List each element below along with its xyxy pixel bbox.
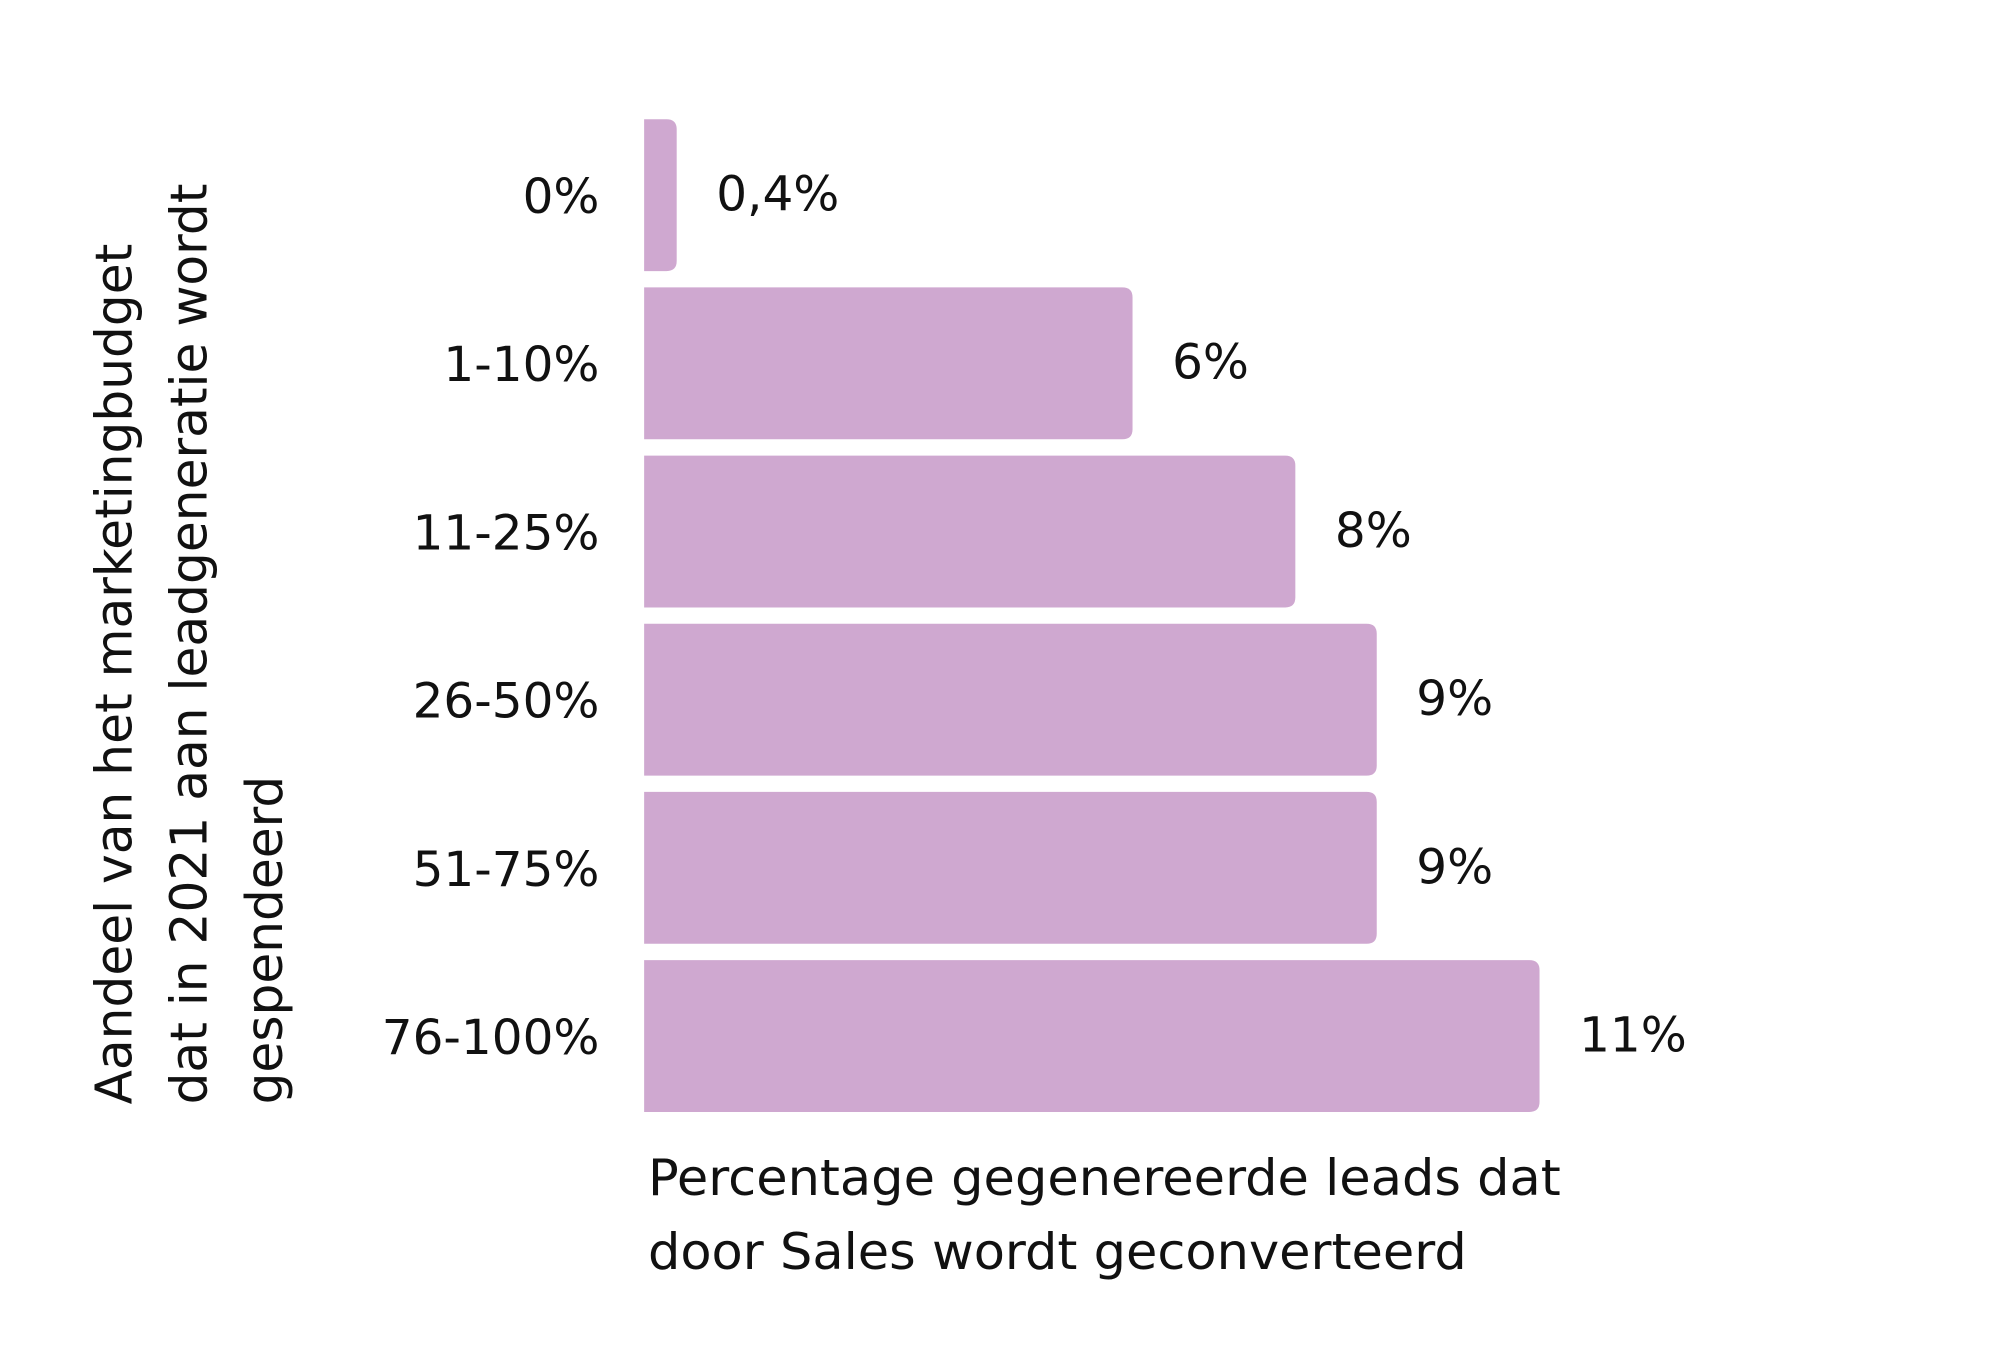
- value-label: 11%: [1579, 1008, 1687, 1064]
- category-label: 51-75%: [413, 842, 600, 898]
- y-axis-label: Aandeel van het marketingbudget: [84, 244, 143, 1105]
- y-axis-label-group: Aandeel van het marketingbudget dat in 20…: [84, 184, 294, 1105]
- value-label: 9%: [1416, 671, 1493, 727]
- value-label: 0,4%: [716, 167, 839, 223]
- value-label: 8%: [1335, 503, 1412, 559]
- bar: [644, 791, 1377, 944]
- bar: [644, 623, 1377, 776]
- bar: [644, 287, 1133, 440]
- y-axis-label: gespendeerd: [235, 776, 294, 1105]
- y-axis-label: dat in 2021 aan leadgeneratie wordt: [159, 184, 218, 1105]
- value-label: 6%: [1172, 335, 1249, 391]
- bar: [644, 455, 1296, 608]
- x-axis-label: door Sales wordt geconverteerd: [648, 1222, 1467, 1281]
- bar: [644, 119, 677, 272]
- x-axis-label: Percentage gegenereerde leads dat: [648, 1148, 1561, 1207]
- bar: [644, 960, 1540, 1112]
- category-label: 26-50%: [413, 674, 600, 730]
- category-label: 11-25%: [413, 506, 600, 562]
- category-label: 1-10%: [443, 338, 599, 394]
- category-label: 0%: [523, 169, 600, 225]
- category-label: 76-100%: [382, 1010, 600, 1066]
- value-label: 9%: [1416, 840, 1493, 896]
